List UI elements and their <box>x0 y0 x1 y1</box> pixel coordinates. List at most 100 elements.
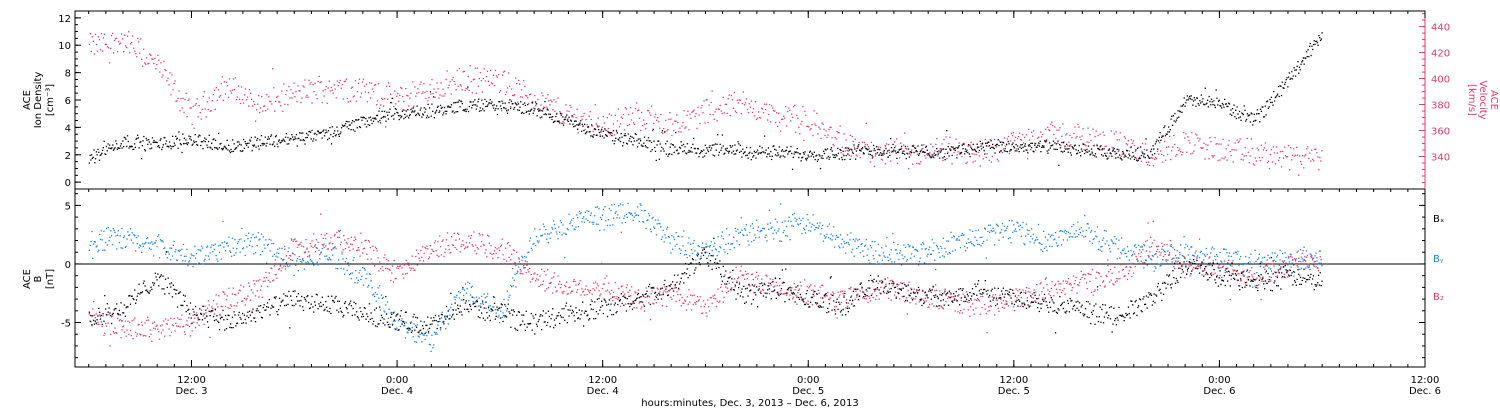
density-point <box>282 138 284 140</box>
velocity-point <box>452 76 454 79</box>
velocity-point <box>426 90 428 92</box>
by-point <box>990 229 992 232</box>
velocity-point <box>1220 143 1222 145</box>
by-point <box>325 245 327 247</box>
velocity-point <box>856 155 858 157</box>
density-point <box>353 121 355 123</box>
density-point <box>636 146 639 148</box>
by-point <box>886 237 888 239</box>
by-point <box>867 248 869 250</box>
by-point <box>778 228 780 230</box>
by-point <box>250 237 252 239</box>
density-point <box>129 145 131 148</box>
by-point <box>533 242 535 245</box>
density-point <box>936 151 938 153</box>
density-point <box>1101 148 1104 150</box>
density-point <box>864 146 866 148</box>
density-point <box>202 148 204 150</box>
by-point <box>135 250 137 252</box>
velocity-point <box>328 80 330 82</box>
by-point <box>865 238 867 241</box>
by-point <box>224 250 227 252</box>
velocity-point <box>1063 141 1065 143</box>
velocity-point <box>1132 140 1134 142</box>
bz-point <box>360 232 362 234</box>
by-point <box>472 301 474 303</box>
by-point <box>421 333 424 335</box>
by-point <box>156 245 158 248</box>
by-point <box>849 239 851 241</box>
density-point <box>558 121 560 123</box>
by-point <box>1296 251 1298 253</box>
velocity-point <box>736 99 738 101</box>
by-point <box>565 233 568 235</box>
velocity-point <box>981 143 983 146</box>
by-point <box>1303 246 1305 248</box>
density-point <box>258 148 260 150</box>
density-point <box>625 135 627 137</box>
velocity-point <box>234 77 237 79</box>
velocity-point <box>89 33 91 35</box>
density-point <box>586 131 588 133</box>
by-point <box>740 217 742 219</box>
velocity-point <box>207 108 209 111</box>
velocity-point <box>1299 155 1301 157</box>
density-point <box>548 116 551 119</box>
velocity-point <box>123 51 125 53</box>
by-point <box>1183 236 1185 238</box>
density-point <box>410 108 412 111</box>
velocity-point <box>360 92 363 94</box>
by-point <box>714 242 716 244</box>
density-point <box>242 150 244 152</box>
velocity-point <box>546 106 548 108</box>
velocity-point <box>162 74 164 76</box>
velocity-point <box>1039 143 1041 145</box>
velocity-point <box>739 99 741 102</box>
by-point <box>247 238 249 240</box>
by-point <box>1019 224 1022 226</box>
density-point <box>236 141 238 143</box>
by-point <box>1109 251 1112 253</box>
density-point <box>1042 146 1044 148</box>
velocity-point <box>379 104 382 106</box>
bz-point <box>375 247 377 250</box>
velocity-point <box>564 117 566 119</box>
density-point <box>263 142 265 145</box>
bz-point <box>203 323 205 326</box>
by-point <box>745 224 747 226</box>
velocity-point <box>1264 142 1267 144</box>
density-point <box>386 111 388 113</box>
density-point <box>148 141 150 143</box>
velocity-point <box>722 96 724 98</box>
by-point <box>636 214 638 216</box>
bz-point <box>206 307 209 309</box>
density-point <box>406 115 408 117</box>
by-point <box>761 230 763 232</box>
by-point <box>520 272 522 275</box>
velocity-point <box>1236 139 1238 141</box>
density-point <box>708 146 710 149</box>
by-point <box>210 246 212 249</box>
velocity-point <box>208 97 210 99</box>
top-right-tick-label: 440 <box>1431 23 1450 34</box>
density-point <box>681 144 683 147</box>
density-point <box>467 110 470 113</box>
by-point <box>1212 260 1214 262</box>
density-point <box>894 150 896 152</box>
velocity-point <box>1244 146 1246 149</box>
density-point <box>593 134 595 136</box>
density-point <box>513 106 516 109</box>
by-point <box>369 273 371 275</box>
density-point <box>92 156 94 158</box>
by-point <box>1300 267 1303 269</box>
by-point <box>208 258 210 260</box>
density-point <box>1016 150 1018 152</box>
by-point <box>1018 225 1020 227</box>
by-point <box>91 230 93 233</box>
bz-point <box>244 304 246 306</box>
velocity-point <box>828 128 830 131</box>
by-point <box>688 237 690 239</box>
density-point <box>717 134 719 136</box>
by-point <box>274 259 276 261</box>
velocity-point <box>251 98 253 100</box>
